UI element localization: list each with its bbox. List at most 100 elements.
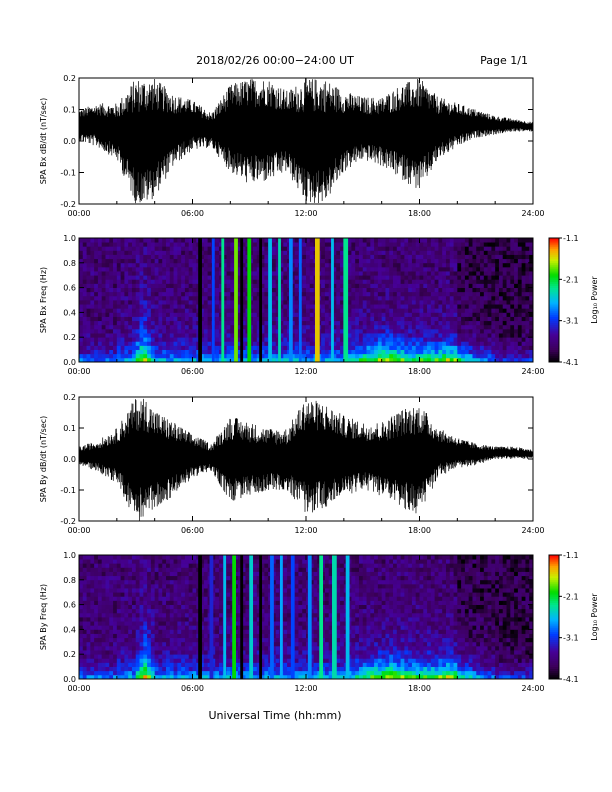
spectrogram-cell xyxy=(370,242,375,247)
spectrogram-cell xyxy=(434,308,439,313)
spectrogram-cell xyxy=(203,571,209,577)
spectrogram-cell xyxy=(521,324,526,330)
spectrogram-cell xyxy=(94,596,99,601)
spectrogram-cell xyxy=(218,328,224,334)
spectrogram-cell xyxy=(113,567,118,572)
spectrogram-cell xyxy=(340,254,345,260)
spectrogram-cell xyxy=(82,238,87,243)
spectrogram-cell xyxy=(131,353,137,359)
spectrogram-cell xyxy=(97,670,103,676)
spectrogram-cell xyxy=(461,345,466,350)
spectrogram-cell xyxy=(150,283,156,288)
spectrogram-cell xyxy=(445,316,451,322)
spectrogram-cell xyxy=(517,304,523,309)
spectrogram-cell xyxy=(105,559,110,564)
spectrogram-cell xyxy=(184,295,190,301)
spectrogram-cell xyxy=(449,341,454,346)
spectrogram-cell xyxy=(400,345,405,350)
spectrogram-cell xyxy=(166,583,171,589)
spectrogram-cell xyxy=(389,357,394,363)
spectrogram-cell xyxy=(207,345,212,350)
spectrogram-cell xyxy=(120,295,125,301)
spectrogram-cell xyxy=(207,349,212,355)
spectrogram-cell xyxy=(154,337,159,342)
colorbar-swatch xyxy=(549,312,559,315)
spectrogram-cell xyxy=(169,571,174,577)
spectrogram-cell xyxy=(124,258,129,264)
spectrogram-cell xyxy=(222,308,227,313)
spectrogram-cell xyxy=(355,341,360,346)
spectrogram-cell xyxy=(476,283,481,288)
spectrogram-cell xyxy=(166,592,171,597)
spectrogram-cell xyxy=(249,353,254,359)
spectrogram-cell xyxy=(166,617,171,622)
spectrogram-cell xyxy=(230,320,235,326)
spectrogram-cell xyxy=(275,258,280,264)
spectrogram-cell xyxy=(411,275,417,280)
spectrogram-cell xyxy=(215,662,220,667)
spectrogram-cell xyxy=(79,349,84,355)
spectrogram-cell xyxy=(491,345,496,350)
spectrogram-cell xyxy=(253,357,258,363)
spectrogram-cell xyxy=(521,246,526,251)
y-tick-label: 0.6 xyxy=(63,284,76,293)
spectrogram-cell xyxy=(495,304,500,309)
spectrogram-cell xyxy=(128,238,133,243)
spectrogram-cell xyxy=(79,625,84,630)
spectrogram-cell xyxy=(396,250,401,255)
spectrogram-cell xyxy=(131,312,137,317)
spectrogram-cell xyxy=(374,333,379,338)
spectrogram-cell xyxy=(86,604,91,610)
spectrogram-cell xyxy=(423,295,428,301)
spectrogram-cell xyxy=(177,279,182,284)
spectrogram-cell xyxy=(434,357,439,363)
spectrogram-cell xyxy=(207,308,212,313)
spectrogram-cell xyxy=(457,266,462,272)
spectrogram-cell xyxy=(109,579,114,585)
spectrogram-cell xyxy=(120,341,125,346)
spectrogram-cell xyxy=(408,328,413,334)
spectrogram-cell xyxy=(203,287,209,293)
spectrogram-cell xyxy=(347,333,352,338)
spectrogram-cell xyxy=(211,674,216,680)
spectrogram-cell xyxy=(502,304,507,309)
spectrogram-cell xyxy=(192,300,197,305)
spectrogram-cell xyxy=(306,242,311,247)
spectrogram-cell xyxy=(162,654,167,659)
spectrogram-cell xyxy=(328,295,333,301)
spectrogram-cell xyxy=(131,283,137,288)
spectrogram-cell xyxy=(279,312,284,317)
spectrogram-cell xyxy=(393,337,398,342)
spectrogram-cell xyxy=(135,658,140,663)
spectrogram-cell xyxy=(404,283,409,288)
spectrogram-cell xyxy=(124,666,129,672)
spectrogram-cell xyxy=(79,300,84,305)
spectrogram-cell xyxy=(82,621,87,626)
spectrogram-cell xyxy=(480,291,485,297)
spectrogram-cell xyxy=(491,337,496,342)
spectrogram-cell xyxy=(203,271,209,276)
spectrogram-cell xyxy=(355,283,360,288)
spectrogram-cell xyxy=(162,555,167,560)
spectrogram-cell xyxy=(124,357,129,363)
spectrogram-cell xyxy=(128,308,133,313)
spectrogram-cell xyxy=(389,246,394,251)
spectrogram-cell xyxy=(120,333,125,338)
spectrogram-cell xyxy=(162,333,167,338)
spectrogram-cell xyxy=(101,555,106,560)
spectrogram-cell xyxy=(139,300,144,305)
spectrogram-cell xyxy=(162,641,167,647)
spectrogram-cell xyxy=(147,674,152,680)
spectrogram-cell xyxy=(241,262,246,268)
spectrogram-cell xyxy=(181,604,186,610)
spectrogram-cell xyxy=(271,287,277,293)
spectrogram-cell xyxy=(211,629,216,634)
spectrogram-cell xyxy=(109,320,114,326)
spectrogram-cell xyxy=(177,283,182,288)
spectrogram-cell xyxy=(529,266,534,272)
spectrogram-cell xyxy=(434,258,439,264)
spectrogram-cell xyxy=(340,266,345,272)
spectrogram-cell xyxy=(188,555,193,560)
spectrogram-cell xyxy=(370,238,375,243)
spectrogram-cell xyxy=(445,300,451,305)
